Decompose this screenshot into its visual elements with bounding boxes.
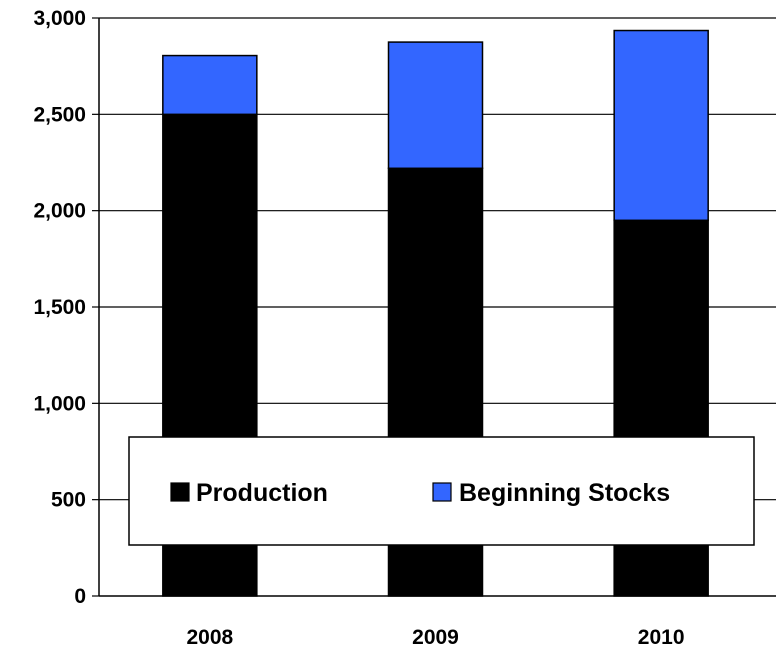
legend-swatch [432,482,452,502]
y-tick-label: 500 [51,489,86,512]
bar-beginning-stocks-2009 [387,41,484,170]
legend-label: Production [196,479,328,507]
x-tick-label: 2008 [186,626,233,649]
y-tick-label: 0 [74,585,86,608]
x-tick-label: 2009 [412,626,459,649]
y-tick-label: 3,000 [33,7,86,30]
bar-beginning-stocks-2008 [162,54,258,116]
y-tick-label: 2,500 [33,103,86,126]
y-tick-label: 2,000 [33,200,86,223]
legend-swatch [170,482,190,502]
legend-box [128,436,755,546]
y-tick-label: 1,000 [33,392,86,415]
x-tick-label: 2010 [638,626,685,649]
axes: 0 500 1,000 1,500 2,000 2,500 3,000 2008 2009 201… [33,7,776,649]
bar-beginning-stocks-2010 [613,29,709,222]
legend-label: Beginning Stocks [459,479,670,507]
y-tick-label: 1,500 [33,296,86,319]
legend: Production Beginning Stocks [128,436,755,546]
